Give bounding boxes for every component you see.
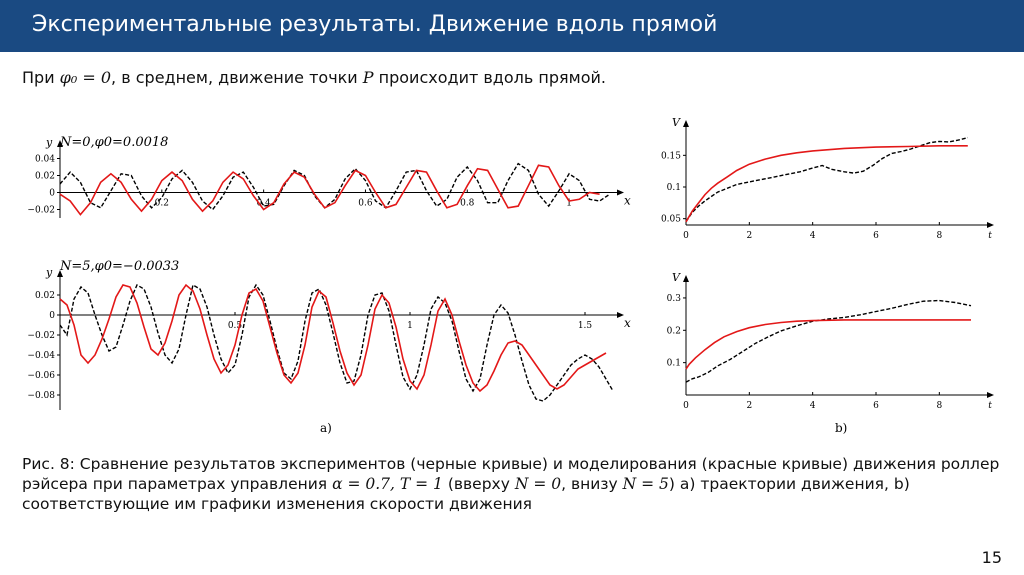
intro-formula: φ₀ = 0: [59, 68, 112, 87]
top-right-x-arrow: [987, 222, 994, 228]
intro-point: P: [362, 68, 374, 87]
top-right-simulation-line: [685, 145, 968, 223]
bottom-left-x-arrow: [617, 312, 624, 318]
bottom-left-experiment-line: [59, 283, 614, 402]
caption-part-3: , внизу: [561, 475, 623, 493]
bottom-left-x-axis-label: x: [624, 316, 631, 330]
caption-math-2: N = 0: [514, 475, 562, 493]
top-left-x-axis-label: x: [624, 194, 631, 208]
top-left-x-arrow: [617, 189, 624, 196]
bottom-left-y-tick-label: 0.02: [35, 291, 55, 301]
top-right-y-tick-label: 0.05: [661, 215, 681, 225]
top-left-x-tick-label: 0.8: [460, 199, 475, 209]
intro-text-middle: , в среднем, движение точки: [111, 68, 363, 87]
top-right-x-tick-label: 0: [683, 231, 689, 241]
bottom-right-experiment-line: [685, 299, 972, 383]
slide-header: Экспериментальные результаты. Движение в…: [0, 0, 1024, 52]
bottom-right-x-tick-label: 2: [746, 401, 752, 411]
top-right-y-tick-label: 0.1: [667, 183, 681, 193]
top-right-x-tick-label: 2: [746, 231, 752, 241]
top-left-y-tick-label: 0.04: [35, 155, 55, 165]
top-right-x-tick-label: 4: [810, 231, 816, 241]
top-left-y-arrow: [57, 140, 63, 147]
top-left-y-axis-label: y: [45, 136, 53, 149]
top-left-y-tick-label: 0: [49, 189, 55, 199]
top-left-y-tick-label: −0.02: [27, 206, 55, 216]
bottom-right-x-tick-label: 4: [810, 401, 816, 411]
top-left-x-tick-label: 0.4: [256, 199, 271, 209]
top-right-y-arrow: [683, 120, 689, 127]
top-right-y-tick-label: 0.15: [661, 151, 681, 161]
bottom-right-y-axis-label: V: [672, 271, 681, 284]
bottom-right-x-tick-label: 6: [873, 401, 879, 411]
bottom-left-y-tick-label: −0.06: [27, 371, 55, 381]
figure-label-b: b): [835, 421, 847, 435]
caption-part-2: (вверху: [442, 475, 515, 493]
caption-part-1: Рис. 8: Сравнение результатов эксперимен…: [22, 455, 1000, 493]
bottom-left-y-arrow: [57, 270, 63, 277]
caption-math-3: N = 5: [622, 475, 669, 493]
bottom-left-y-axis-label: y: [45, 266, 53, 279]
bottom-right-simulation-line: [685, 319, 971, 370]
bottom-left-plot-title: N=5,φ0=−0.0033: [59, 259, 179, 274]
bottom-left-y-tick-label: 0: [49, 311, 55, 321]
bottom-left-x-tick-label: 1: [407, 321, 413, 331]
bottom-left-x-tick-label: 1.5: [578, 321, 593, 331]
page-number: 15: [981, 548, 1002, 567]
bottom-right-x-axis-label: t: [988, 401, 992, 411]
bottom-left-y-tick-label: −0.02: [27, 331, 55, 341]
top-right-x-tick-label: 6: [873, 231, 879, 241]
bottom-right-x-tick-label: 0: [683, 401, 689, 411]
bottom-right-y-tick-label: 0.2: [667, 326, 681, 336]
top-left-x-tick-label: 1: [566, 199, 572, 209]
intro-text-before: При: [22, 68, 60, 87]
bottom-left-x-tick-label: 0.5: [228, 321, 243, 331]
top-left-y-tick-label: 0.02: [35, 172, 55, 182]
figure-label-a: a): [320, 421, 332, 435]
bottom-left-y-tick-label: −0.04: [27, 351, 55, 361]
top-right-x-tick-label: 8: [936, 231, 942, 241]
bottom-right-x-arrow: [987, 392, 994, 398]
caption-math-1: α = 0.7, T = 1: [332, 475, 443, 493]
top-left-experiment-line: [59, 162, 611, 211]
bottom-right-x-tick-label: 8: [936, 401, 942, 411]
top-left-plot-title: N=0,φ0=0.0018: [59, 135, 168, 150]
caption-part-4: ) a) траектории движения, b) соответству…: [22, 475, 910, 513]
bottom-right-y-tick-label: 0.1: [667, 359, 681, 369]
top-left-x-tick-label: 0.2: [155, 199, 169, 209]
top-right-x-axis-label: t: [988, 231, 992, 241]
bottom-right-y-arrow: [683, 275, 689, 282]
bottom-left-y-tick-label: −0.08: [27, 391, 55, 401]
slide-title: Экспериментальные результаты. Движение в…: [32, 12, 718, 37]
top-right-experiment-line: [685, 136, 968, 223]
bottom-right-y-tick-label: 0.3: [667, 294, 682, 304]
intro-line: При φ₀ = 0, в среднем, движение точки P …: [22, 68, 606, 87]
top-left-simulation-line: [59, 164, 600, 216]
bottom-left-simulation-line: [59, 283, 607, 393]
top-right-y-axis-label: V: [672, 116, 681, 129]
figure-caption: Рис. 8: Сравнение результатов эксперимен…: [22, 454, 1012, 514]
intro-text-after: происходит вдоль прямой.: [373, 68, 606, 87]
top-left-x-tick-label: 0.6: [358, 199, 373, 209]
